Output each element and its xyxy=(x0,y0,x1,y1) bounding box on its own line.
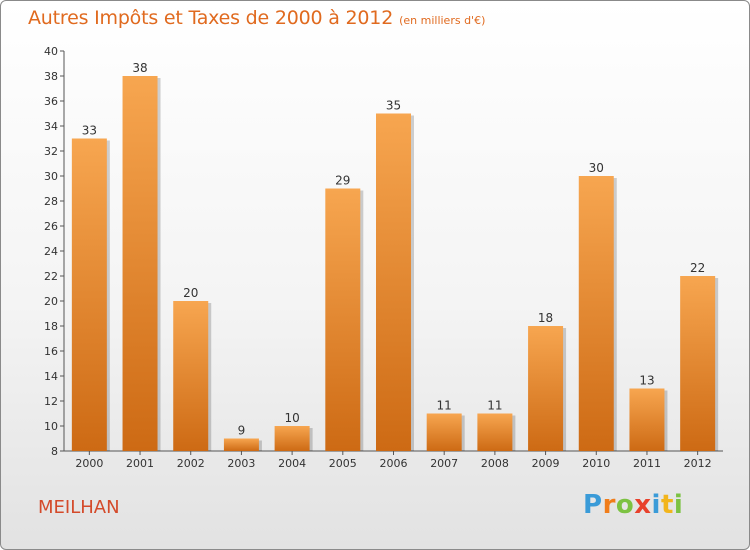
bar-value-label: 38 xyxy=(132,61,147,75)
bar xyxy=(173,301,209,451)
bar xyxy=(629,388,665,451)
logo-letter: t xyxy=(660,490,674,520)
bar-value-label: 10 xyxy=(284,411,299,425)
bar-value-label: 33 xyxy=(82,124,97,138)
x-tick-label: 2002 xyxy=(177,457,205,470)
bar-value-label: 13 xyxy=(639,374,654,388)
y-tick-label: 28 xyxy=(44,195,58,208)
y-tick-label: 38 xyxy=(44,70,58,83)
bar-value-label: 30 xyxy=(589,161,604,175)
y-tick-label: 12 xyxy=(44,395,58,408)
bar-value-label: 29 xyxy=(335,174,350,188)
x-tick-label: 2007 xyxy=(430,457,458,470)
y-tick-label: 16 xyxy=(44,345,58,358)
bar-value-label: 11 xyxy=(437,399,452,413)
bar xyxy=(578,176,614,451)
bar-value-label: 11 xyxy=(487,399,502,413)
bar-value-label: 20 xyxy=(183,286,198,300)
x-tick-label: 2000 xyxy=(75,457,103,470)
y-tick-label: 14 xyxy=(44,370,58,383)
x-tick-label: 2008 xyxy=(481,457,509,470)
logo-letter: o xyxy=(615,490,635,520)
chart-title: Autres Impôts et Taxes de 2000 à 2012 (en… xyxy=(28,7,485,29)
bars xyxy=(71,76,719,451)
bar-value-label: 9 xyxy=(238,424,246,438)
y-tick-label: 40 xyxy=(44,45,58,58)
y-tick-label: 8 xyxy=(51,445,58,458)
x-tick-label: 2010 xyxy=(582,457,610,470)
y-tick-label: 18 xyxy=(44,320,58,333)
data-labels: 33 38 20 9 10 29 35 11 11 18 30 13 22 xyxy=(82,61,706,438)
x-tick-label: 2004 xyxy=(278,457,306,470)
logo-letter: i xyxy=(651,490,661,520)
bar xyxy=(477,413,513,451)
x-tick-label: 2005 xyxy=(329,457,357,470)
y-tick-label: 30 xyxy=(44,170,58,183)
x-tick-label: 2001 xyxy=(126,457,154,470)
x-tick-label: 2009 xyxy=(532,457,560,470)
y-tick-label: 10 xyxy=(44,420,58,433)
logo-letter: P xyxy=(583,490,603,520)
logo-letter: x xyxy=(634,490,652,520)
y-tick-label: 32 xyxy=(44,145,58,158)
x-tick-label: 2012 xyxy=(684,457,712,470)
logo-letter: i xyxy=(673,490,684,520)
x-tick-label: 2003 xyxy=(227,457,255,470)
y-tick-label: 22 xyxy=(44,270,58,283)
bar xyxy=(223,438,259,451)
y-tick-label: 36 xyxy=(44,95,58,108)
y-tick-label: 34 xyxy=(44,120,58,133)
x-tick-label: 2011 xyxy=(633,457,661,470)
bar-value-label: 18 xyxy=(538,311,553,325)
bar xyxy=(274,426,310,451)
chart-subtitle: (en milliers d'€) xyxy=(399,14,486,27)
chart-title-text: Autres Impôts et Taxes de 2000 à 2012 xyxy=(28,7,394,29)
commune-name: MEILHAN xyxy=(38,497,120,518)
y-tick-label: 20 xyxy=(44,295,58,308)
bar xyxy=(426,413,462,451)
x-tick-label: 2006 xyxy=(380,457,408,470)
logo-letter: r xyxy=(602,490,616,520)
bar xyxy=(325,188,361,451)
y-tick-label: 24 xyxy=(44,245,58,258)
y-tick-label: 26 xyxy=(44,220,58,233)
bar xyxy=(71,138,107,451)
bar xyxy=(122,76,158,451)
bar-value-label: 22 xyxy=(690,261,705,275)
bar xyxy=(680,276,716,451)
bar xyxy=(376,113,411,451)
bar-value-label: 35 xyxy=(386,99,401,113)
bar xyxy=(528,326,564,451)
proxiti-logo: Proxiti xyxy=(583,490,683,520)
